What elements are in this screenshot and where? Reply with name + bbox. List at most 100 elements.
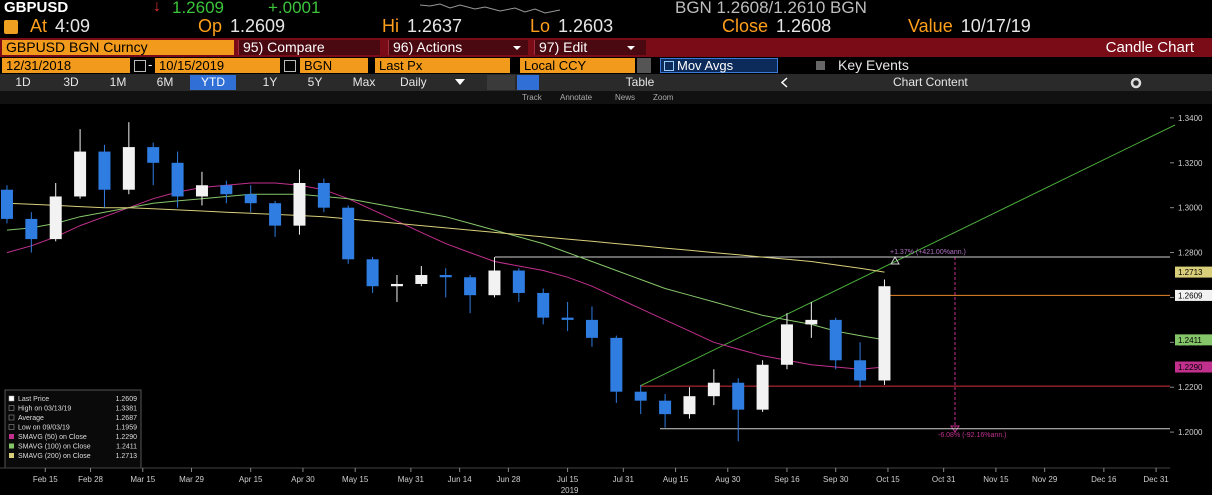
menu-button[interactable]: 96) Actions — [388, 40, 528, 55]
period-button[interactable]: 6M — [156, 75, 174, 89]
chart-type-button[interactable] — [487, 75, 515, 90]
period-button[interactable]: 1D — [15, 75, 31, 89]
end-date[interactable]: 10/15/2019 — [155, 58, 280, 73]
chart-content[interactable]: Chart Content — [893, 75, 968, 89]
chart-style-button[interactable] — [517, 75, 539, 90]
legend-label: SMAVG (50) on Close — [18, 434, 87, 441]
period-button[interactable]: 5Y — [307, 75, 323, 89]
security[interactable]: GBPUSD BGN Curncy — [2, 40, 234, 55]
candle-body — [49, 196, 62, 240]
legend-marker — [8, 395, 15, 402]
y-tick-label: 1.3200 — [1178, 159, 1203, 168]
y-tick-label: 1.2800 — [1178, 249, 1203, 258]
x-tick-label: Jul 31 — [613, 475, 635, 484]
x-tick-label: Sep 16 — [774, 475, 800, 484]
legend-label: SMAVG (200) on Close — [18, 453, 91, 460]
legend-label: Low on 09/03/19 — [18, 425, 70, 432]
tool[interactable]: Zoom — [653, 93, 674, 102]
checkbox[interactable] — [816, 61, 825, 70]
candle-body — [342, 207, 355, 260]
period-button[interactable]: 3D — [63, 75, 79, 89]
change: +.0001 — [268, 0, 321, 17]
candle-body — [683, 396, 696, 415]
field-label: Hi — [382, 17, 399, 36]
menu-button[interactable]: 97) Edit — [534, 40, 646, 55]
quote-bar: GBPUSD ↓ 1.2609 +.0001 BGN 1.2608/1.2610… — [0, 0, 1212, 17]
value-tag-label: 1.2411 — [1178, 336, 1202, 345]
quote-field: Hi 1.2637 — [382, 17, 462, 37]
period-button[interactable]: 1Y — [262, 75, 278, 89]
legend-value: 1.2609 — [116, 396, 138, 403]
period-button[interactable]: 1M — [109, 75, 127, 89]
events[interactable]: Key Events — [838, 57, 909, 73]
legend-value: 1.2687 — [116, 415, 138, 422]
candle-body — [269, 203, 282, 226]
x-tick-label: Jun 14 — [448, 475, 473, 484]
candle-body — [585, 319, 598, 338]
field-label: Lo — [530, 17, 551, 36]
value-tag-label: 1.2609 — [1178, 291, 1203, 300]
start-date[interactable]: 12/31/2018 — [2, 58, 130, 73]
legend-value: 1.2411 — [116, 444, 137, 451]
x-tick-label: Apr 30 — [291, 475, 315, 484]
moving-average — [6, 193, 885, 341]
candle-body — [561, 317, 574, 320]
tool[interactable]: Annotate — [560, 93, 593, 102]
collapse-icon[interactable] — [780, 77, 794, 88]
x-tick-label: Aug 15 — [663, 475, 689, 484]
candle-body — [854, 360, 867, 381]
period-button[interactable]: Max — [352, 75, 376, 89]
measure-marker — [890, 255, 900, 265]
calendar-icon[interactable] — [284, 60, 296, 72]
dropdown-arrow — [513, 46, 521, 50]
menu-button[interactable]: 95) Compare — [238, 40, 380, 55]
sparkline-path — [420, 3, 560, 14]
candle-body — [171, 162, 184, 197]
trend-line — [639, 124, 1176, 387]
x-tick-label: Jul 15 — [557, 475, 579, 484]
value-tag — [1175, 361, 1212, 373]
candle-body — [610, 337, 623, 392]
quote-field: Close 1.2608 — [722, 17, 831, 37]
legend-marker — [8, 414, 15, 421]
x-tick-label: Dec 31 — [1143, 475, 1169, 484]
x-axis-label: 2019 — [561, 486, 579, 495]
sparkline — [420, 3, 560, 14]
candle-chart: 1.20001.22001.24001.26001.28001.30001.32… — [0, 104, 1212, 495]
x-tick-label: Sep 30 — [823, 475, 849, 484]
frequency[interactable]: Daily — [400, 75, 427, 89]
checkbox[interactable] — [664, 61, 674, 71]
tool[interactable]: Track — [522, 93, 542, 102]
candle-body — [732, 382, 745, 410]
candle-body — [74, 151, 87, 197]
candle-body — [0, 189, 13, 219]
price-field[interactable]: Last Px — [375, 58, 510, 73]
quote-field: Op 1.2609 — [198, 17, 285, 37]
table-button[interactable]: Table — [625, 75, 655, 89]
dropdown-arrow — [455, 79, 465, 85]
x-tick-label: Feb 15 — [33, 475, 58, 484]
settings-icon[interactable] — [1130, 77, 1142, 89]
legend-value: 1.3381 — [116, 406, 138, 413]
period-button[interactable]: YTD — [190, 75, 236, 90]
x-tick-label: Oct 31 — [932, 475, 956, 484]
value-tag-label: 1.2290 — [1178, 363, 1203, 372]
source[interactable]: BGN — [300, 58, 368, 73]
last-price: 1.2609 — [172, 0, 224, 17]
value-tag — [1175, 334, 1212, 346]
y-tick-label: 1.2000 — [1178, 428, 1203, 437]
x-tick-label: Oct 15 — [876, 475, 900, 484]
dropdown[interactable] — [637, 58, 651, 73]
studies: Mov Avgs — [677, 58, 734, 73]
field-value: 10/17/19 — [960, 17, 1031, 36]
moving-average — [6, 182, 885, 370]
calendar-icon[interactable] — [134, 60, 146, 72]
legend-value: 1.1959 — [116, 425, 138, 432]
field-value: 4:09 — [55, 17, 91, 36]
tool[interactable]: News — [615, 93, 636, 102]
annotation: -6.08% (-92.16%ann.) — [938, 432, 1006, 439]
value-tag — [1175, 289, 1212, 301]
candle-body — [390, 283, 403, 287]
studies-box[interactable]: Mov Avgs — [660, 58, 778, 73]
currency[interactable]: Local CCY — [520, 58, 635, 73]
